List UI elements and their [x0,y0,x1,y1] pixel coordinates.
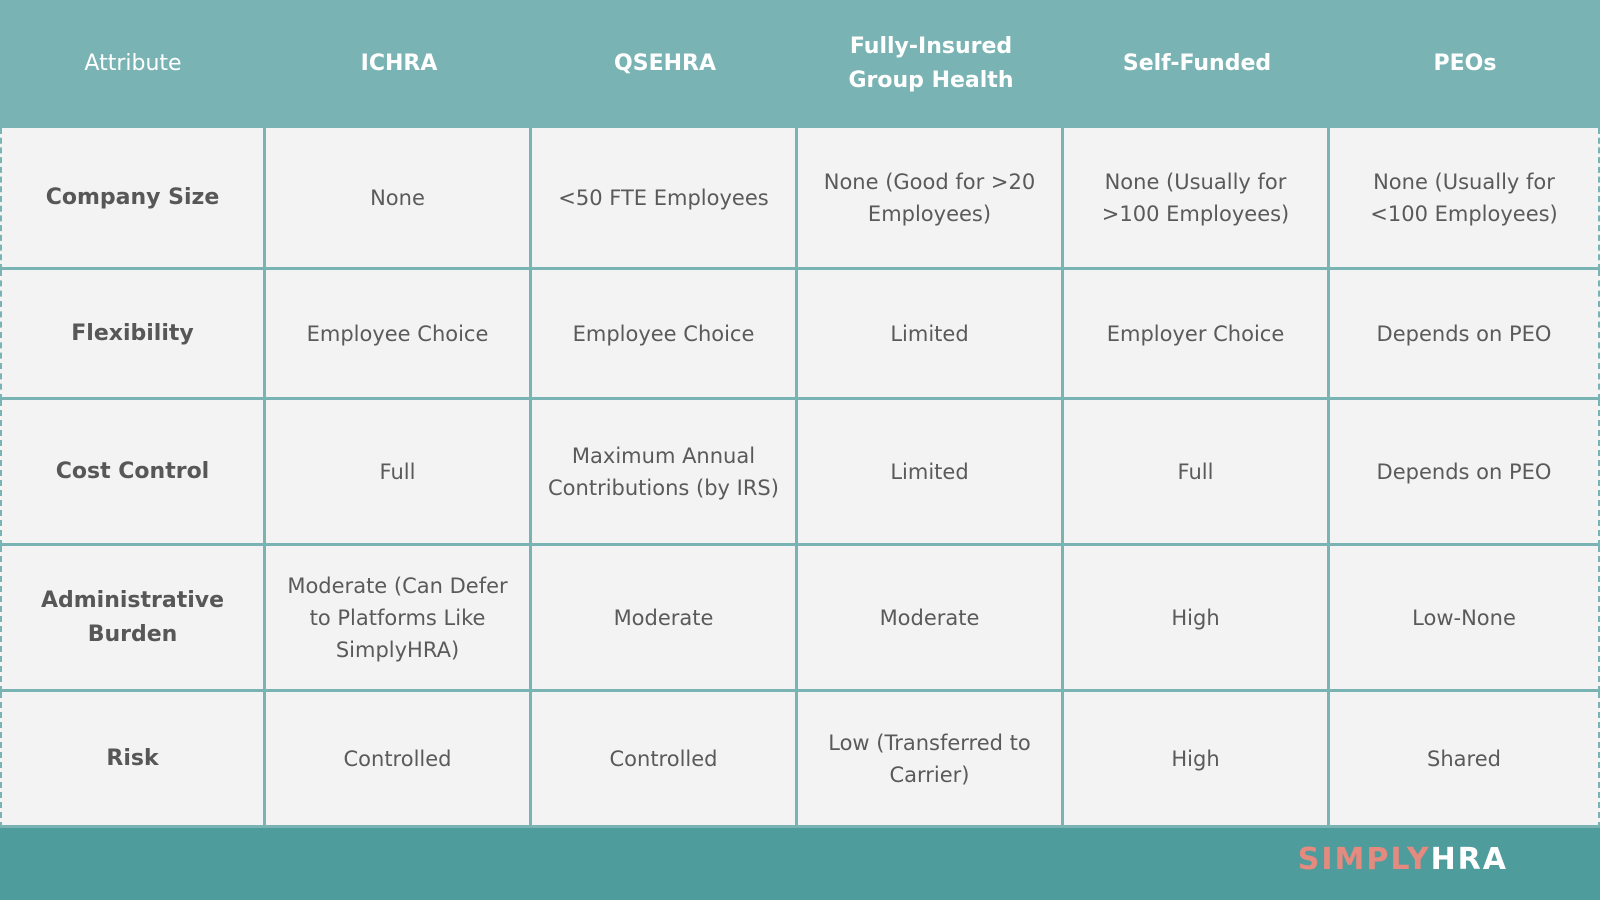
row-label-flexibility: Flexibility [0,270,266,400]
table-cell: None (Usually for <100 Employees) [1330,128,1600,270]
table-cell: Controlled [266,692,532,828]
table-cell: None (Usually for >100 Employees) [1064,128,1330,270]
table-cell: Employee Choice [532,270,798,400]
row-label-administrative-burden: Administrative Burden [0,546,266,692]
table-cell: Shared [1330,692,1600,828]
row-label-risk: Risk [0,692,266,828]
table-cell: Depends on PEO [1330,270,1600,400]
header-ichra: ICHRA [266,0,532,128]
table-cell: Full [1064,400,1330,546]
table-cell: High [1064,692,1330,828]
table-cell: Low (Transferred to Carrier) [798,692,1064,828]
table-cell: Moderate (Can Defer to Platforms Like Si… [266,546,532,692]
table-cell: None [266,128,532,270]
logo-text-hra: HRA [1430,842,1508,877]
comparison-table: Attribute ICHRA QSEHRA Fully-Insured Gro… [0,0,1600,828]
header-peos: PEOs [1330,0,1600,128]
table-cell: Full [266,400,532,546]
header-attribute: Attribute [0,0,266,128]
row-label-cost-control: Cost Control [0,400,266,546]
table-cell: Moderate [532,546,798,692]
header-self-funded: Self-Funded [1064,0,1330,128]
row-label-company-size: Company Size [0,128,266,270]
header-fully-insured: Fully-Insured Group Health [798,0,1064,128]
table-cell: High [1064,546,1330,692]
table-cell: Depends on PEO [1330,400,1600,546]
table-cell: Maximum Annual Contributions (by IRS) [532,400,798,546]
table-cell: <50 FTE Employees [532,128,798,270]
table-cell: Employee Choice [266,270,532,400]
table-cell: Employer Choice [1064,270,1330,400]
logo-text-simply: SIMPLY [1297,842,1431,877]
table-cell: Controlled [532,692,798,828]
table-cell: Moderate [798,546,1064,692]
footer-bar: SIMPLYHRA [0,828,1600,900]
brand-logo: SIMPLYHRA [1298,842,1508,877]
table-cell: None (Good for >20 Employees) [798,128,1064,270]
table-cell: Limited [798,270,1064,400]
table-cell: Limited [798,400,1064,546]
header-qsehra: QSEHRA [532,0,798,128]
table-cell: Low-None [1330,546,1600,692]
